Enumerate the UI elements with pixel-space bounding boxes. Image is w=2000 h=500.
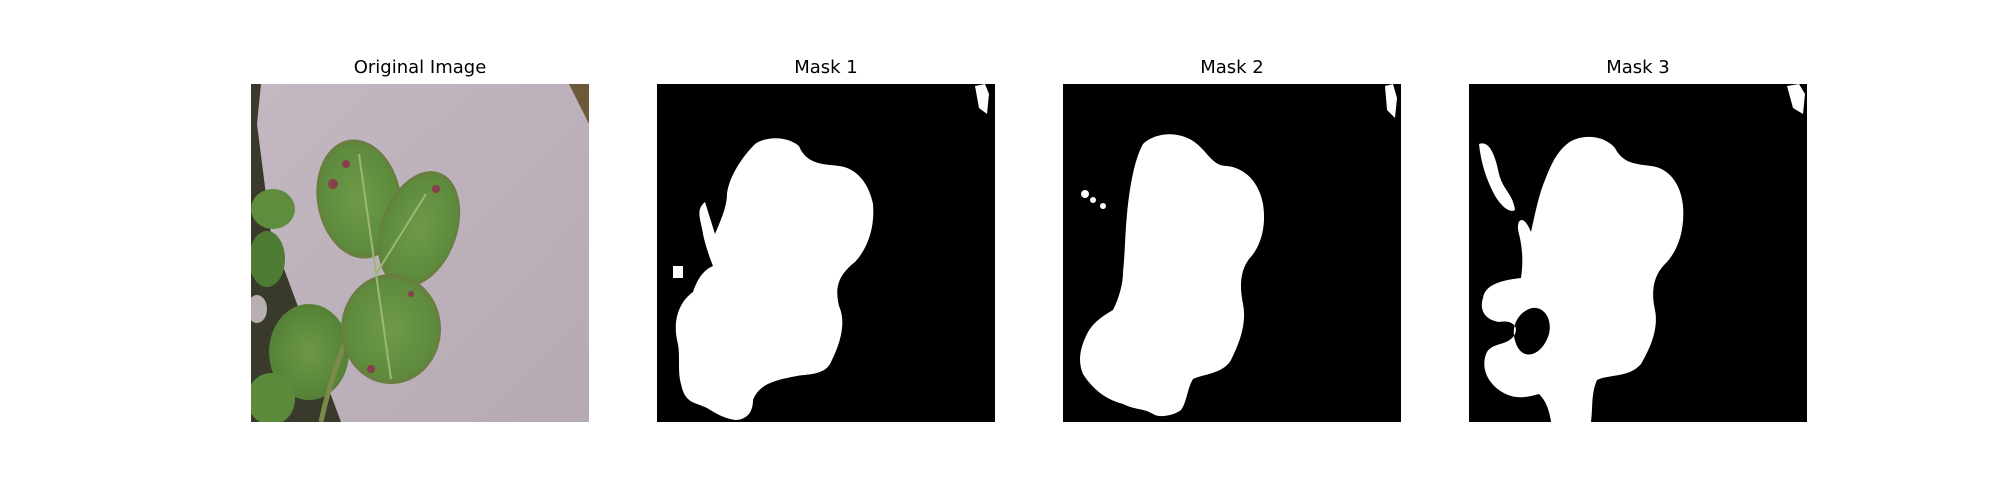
strawberry-leaf-photo <box>251 84 589 422</box>
mask-1-shape <box>657 84 995 422</box>
mask-3-panel: Mask 3 <box>1469 0 1807 500</box>
mask-3-title: Mask 3 <box>1606 57 1670 78</box>
mask-2-image <box>1063 84 1401 422</box>
mask-1-panel: Mask 1 <box>657 0 995 500</box>
mask-2-title: Mask 2 <box>1200 57 1264 78</box>
mask-2-shape <box>1063 84 1401 422</box>
original-image-panel: Original Image <box>251 0 589 500</box>
original-image-title: Original Image <box>353 57 487 78</box>
mask-3-shape <box>1469 84 1807 422</box>
mask-1-image <box>657 84 995 422</box>
mask-2-panel: Mask 2 <box>1063 0 1401 500</box>
mask-3-image <box>1469 84 1807 422</box>
mask-1-title: Mask 1 <box>794 57 858 78</box>
original-image <box>251 84 589 422</box>
